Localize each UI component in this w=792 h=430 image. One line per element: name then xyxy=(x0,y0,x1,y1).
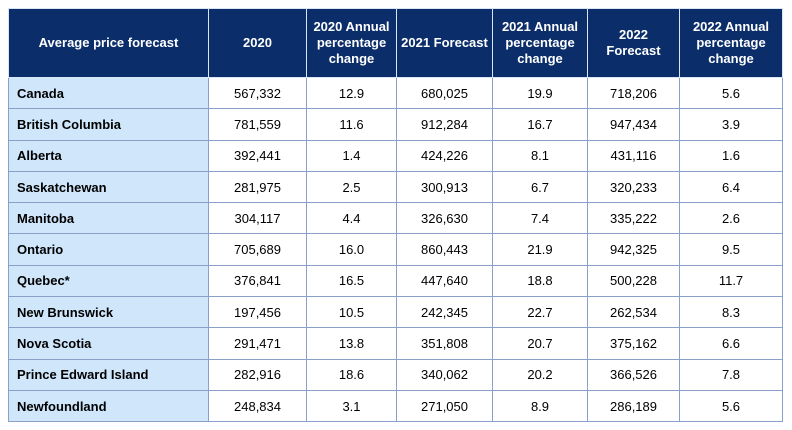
value-cell: 2.5 xyxy=(306,170,397,204)
value-cell: 271,050 xyxy=(396,389,493,423)
value-cell: 4.4 xyxy=(306,202,397,235)
value-cell: 291,471 xyxy=(208,327,307,360)
value-cell: 1.6 xyxy=(679,139,783,172)
value-cell: 3.1 xyxy=(306,389,397,423)
region-cell: Nova Scotia xyxy=(8,327,209,360)
value-cell: 320,233 xyxy=(587,170,680,204)
table-row: Newfoundland 248,834 3.1 271,050 8.9 286,189 5… xyxy=(8,389,783,423)
value-cell: 335,222 xyxy=(587,202,680,235)
value-cell: 942,325 xyxy=(587,233,680,266)
value-cell: 19.9 xyxy=(492,76,588,110)
value-cell: 375,162 xyxy=(587,327,680,360)
value-cell: 326,630 xyxy=(396,202,493,235)
region-cell: Canada xyxy=(8,76,209,110)
value-cell: 500,228 xyxy=(587,264,680,298)
value-cell: 781,559 xyxy=(208,108,307,141)
region-cell: Alberta xyxy=(8,139,209,172)
value-cell: 680,025 xyxy=(396,76,493,110)
value-cell: 947,434 xyxy=(587,108,680,141)
table-row: Alberta 392,441 1.4 424,226 8.1 431,116 1.6 xyxy=(8,139,783,172)
value-cell: 912,284 xyxy=(396,108,493,141)
value-cell: 281,975 xyxy=(208,170,307,204)
value-cell: 242,345 xyxy=(396,296,493,329)
price-forecast-table-container: Average price forecast 2020 2020 Annual pe… xyxy=(8,8,783,423)
value-cell: 392,441 xyxy=(208,139,307,172)
table-row: Prince Edward Island 282,916 18.6 340,062 20… xyxy=(8,358,783,391)
value-cell: 248,834 xyxy=(208,389,307,423)
value-cell: 7.4 xyxy=(492,202,588,235)
value-cell: 11.7 xyxy=(679,264,783,298)
column-header-6: 2022 Annual percentage change xyxy=(679,8,783,78)
column-header-0: Average price forecast xyxy=(8,8,209,78)
value-cell: 8.3 xyxy=(679,296,783,329)
region-cell: Prince Edward Island xyxy=(8,358,209,391)
region-cell: New Brunswick xyxy=(8,296,209,329)
region-cell: Ontario xyxy=(8,233,209,266)
price-forecast-table: Average price forecast 2020 2020 Annual pe… xyxy=(8,8,783,423)
value-cell: 6.7 xyxy=(492,170,588,204)
value-cell: 718,206 xyxy=(587,76,680,110)
value-cell: 5.6 xyxy=(679,76,783,110)
table-row: British Columbia 781,559 11.6 912,284 16.7 94… xyxy=(8,108,783,141)
column-header-1: 2020 xyxy=(208,8,307,78)
region-cell: Manitoba xyxy=(8,202,209,235)
table-row: Canada 567,332 12.9 680,025 19.9 718,206 5.6 xyxy=(8,76,783,110)
column-header-2: 2020 Annual percentage change xyxy=(306,8,397,78)
table-row: Saskatchewan 281,975 2.5 300,913 6.7 320,233 6… xyxy=(8,170,783,204)
value-cell: 262,534 xyxy=(587,296,680,329)
region-cell: Quebec* xyxy=(8,264,209,298)
value-cell: 21.9 xyxy=(492,233,588,266)
table-header-row: Average price forecast 2020 2020 Annual pe… xyxy=(8,8,783,78)
value-cell: 376,841 xyxy=(208,264,307,298)
value-cell: 705,689 xyxy=(208,233,307,266)
value-cell: 8.1 xyxy=(492,139,588,172)
value-cell: 2.6 xyxy=(679,202,783,235)
column-header-4: 2021 Annual percentage change xyxy=(492,8,588,78)
value-cell: 16.7 xyxy=(492,108,588,141)
value-cell: 13.8 xyxy=(306,327,397,360)
column-header-3: 2021 Forecast xyxy=(396,8,493,78)
value-cell: 9.5 xyxy=(679,233,783,266)
value-cell: 860,443 xyxy=(396,233,493,266)
value-cell: 340,062 xyxy=(396,358,493,391)
table-row: Manitoba 304,117 4.4 326,630 7.4 335,222 2.6 xyxy=(8,202,783,235)
table-row: New Brunswick 197,456 10.5 242,345 22.7 262,5… xyxy=(8,296,783,329)
table-body: Canada 567,332 12.9 680,025 19.9 718,206 5.6 Br… xyxy=(8,76,783,423)
value-cell: 431,116 xyxy=(587,139,680,172)
value-cell: 351,808 xyxy=(396,327,493,360)
value-cell: 1.4 xyxy=(306,139,397,172)
column-header-5: 2022 Forecast xyxy=(587,8,680,78)
value-cell: 16.0 xyxy=(306,233,397,266)
value-cell: 197,456 xyxy=(208,296,307,329)
value-cell: 447,640 xyxy=(396,264,493,298)
value-cell: 22.7 xyxy=(492,296,588,329)
value-cell: 304,117 xyxy=(208,202,307,235)
value-cell: 5.6 xyxy=(679,389,783,423)
value-cell: 286,189 xyxy=(587,389,680,423)
value-cell: 567,332 xyxy=(208,76,307,110)
value-cell: 11.6 xyxy=(306,108,397,141)
value-cell: 8.9 xyxy=(492,389,588,423)
value-cell: 6.4 xyxy=(679,170,783,204)
region-cell: Newfoundland xyxy=(8,389,209,423)
table-row: Nova Scotia 291,471 13.8 351,808 20.7 375,162… xyxy=(8,327,783,360)
value-cell: 10.5 xyxy=(306,296,397,329)
region-cell: British Columbia xyxy=(8,108,209,141)
table-row: Quebec* 376,841 16.5 447,640 18.8 500,228 11.7 xyxy=(8,264,783,298)
value-cell: 18.6 xyxy=(306,358,397,391)
value-cell: 12.9 xyxy=(306,76,397,110)
value-cell: 16.5 xyxy=(306,264,397,298)
value-cell: 424,226 xyxy=(396,139,493,172)
value-cell: 20.2 xyxy=(492,358,588,391)
region-cell: Saskatchewan xyxy=(8,170,209,204)
value-cell: 366,526 xyxy=(587,358,680,391)
value-cell: 3.9 xyxy=(679,108,783,141)
value-cell: 20.7 xyxy=(492,327,588,360)
table-row: Ontario 705,689 16.0 860,443 21.9 942,325 9.5 xyxy=(8,233,783,266)
value-cell: 300,913 xyxy=(396,170,493,204)
value-cell: 6.6 xyxy=(679,327,783,360)
value-cell: 282,916 xyxy=(208,358,307,391)
value-cell: 18.8 xyxy=(492,264,588,298)
value-cell: 7.8 xyxy=(679,358,783,391)
